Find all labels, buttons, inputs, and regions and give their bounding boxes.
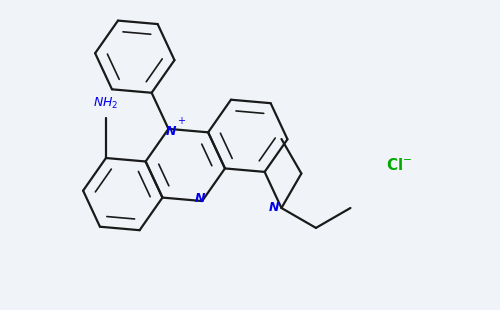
Text: NH$_2$: NH$_2$ xyxy=(93,95,118,111)
Text: N: N xyxy=(166,125,176,138)
Text: Cl$^{-}$: Cl$^{-}$ xyxy=(386,157,412,173)
Text: N: N xyxy=(194,192,205,205)
Text: +: + xyxy=(177,116,185,126)
Text: N: N xyxy=(268,202,279,215)
